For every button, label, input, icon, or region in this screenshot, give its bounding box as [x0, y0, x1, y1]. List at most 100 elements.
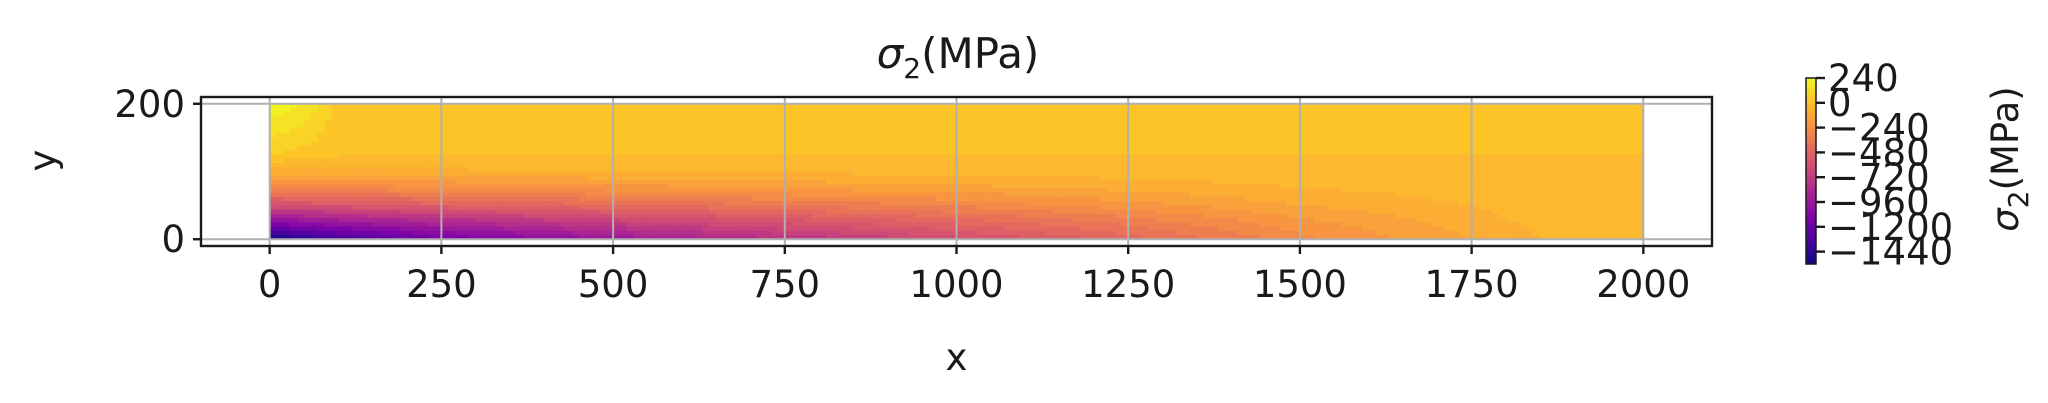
field-cell	[489, 112, 497, 118]
field-cell	[1052, 108, 1061, 113]
field-cell	[1464, 129, 1473, 134]
field-cell	[729, 150, 738, 156]
field-cell	[922, 184, 930, 190]
field-cell	[1409, 120, 1418, 126]
field-cell	[826, 112, 834, 118]
field-cell	[743, 175, 752, 181]
field-cell	[1066, 192, 1074, 198]
field-cell	[1073, 124, 1081, 130]
field-cell	[544, 141, 552, 147]
field-cell	[592, 133, 600, 139]
field-cell	[1038, 154, 1047, 160]
field-cell	[1224, 141, 1232, 147]
field-cell	[674, 120, 683, 126]
field-cell	[1554, 201, 1562, 206]
field-cell	[1451, 196, 1459, 202]
field-cell	[853, 124, 861, 130]
field-cell	[468, 154, 477, 160]
field-cell	[750, 129, 758, 134]
field-cell	[887, 150, 896, 156]
field-cell	[537, 129, 546, 134]
field-cell	[1141, 108, 1150, 113]
field-cell	[420, 141, 429, 147]
field-cell	[599, 167, 607, 173]
field-cell	[1430, 205, 1438, 211]
field-cell	[468, 116, 477, 122]
field-cell	[420, 201, 429, 206]
field-cell	[1588, 179, 1596, 185]
field-cell	[750, 103, 758, 109]
field-cell	[1299, 201, 1308, 206]
field-cell	[592, 116, 600, 122]
field-cell	[874, 196, 882, 202]
field-cell	[956, 205, 964, 211]
field-cell	[929, 141, 937, 147]
field-cell	[1148, 205, 1157, 211]
field-cell	[516, 103, 525, 109]
field-cell	[1087, 116, 1095, 122]
field-cell	[1512, 129, 1521, 134]
field-cell	[1334, 171, 1342, 177]
field-cell	[290, 141, 298, 147]
field-cell	[702, 158, 710, 164]
field-cell	[1162, 192, 1171, 198]
field-cell	[661, 179, 669, 185]
field-cell	[1203, 124, 1212, 130]
field-cell	[983, 171, 992, 177]
field-cell	[1183, 167, 1191, 173]
field-cell	[1272, 108, 1280, 113]
field-cell	[1306, 154, 1315, 160]
field-cell	[1025, 129, 1033, 134]
field-cell	[915, 188, 923, 194]
field-cell	[1155, 141, 1164, 147]
field-cell	[1114, 167, 1122, 173]
field-cell	[805, 124, 813, 130]
field-cell	[1368, 124, 1377, 130]
field-cell	[1299, 188, 1308, 194]
field-cell	[997, 171, 1006, 177]
field-cell	[846, 163, 855, 168]
field-cell	[812, 188, 820, 194]
field-cell	[922, 167, 930, 173]
field-cell	[1547, 192, 1555, 198]
field-cell	[558, 196, 566, 202]
field-cell	[915, 167, 923, 173]
field-cell	[1011, 137, 1019, 143]
field-cell	[812, 129, 820, 134]
field-cell	[1148, 167, 1157, 173]
field-cell	[743, 133, 752, 139]
field-cell	[956, 167, 964, 173]
field-cell	[839, 158, 848, 164]
field-cell	[1073, 163, 1081, 168]
field-cell	[908, 154, 916, 160]
field-cell	[1608, 201, 1617, 206]
field-cell	[1210, 179, 1219, 185]
field-cell	[1547, 184, 1555, 190]
field-cell	[1059, 205, 1067, 211]
field-cell	[688, 141, 697, 147]
field-cell	[551, 141, 559, 147]
field-cell	[496, 188, 504, 194]
field-cell	[352, 175, 360, 181]
field-cell	[455, 201, 463, 206]
field-cell	[1464, 112, 1473, 118]
field-cell	[1444, 163, 1452, 168]
field-cell	[489, 201, 497, 206]
field-cell	[434, 163, 442, 168]
field-cell	[812, 179, 820, 185]
field-cell	[393, 120, 401, 126]
field-cell	[1011, 196, 1019, 202]
field-cell	[269, 179, 278, 185]
field-cell	[956, 154, 964, 160]
field-cell	[1087, 120, 1095, 126]
field-cell	[853, 137, 861, 143]
field-cell	[846, 133, 855, 139]
field-cell	[1286, 120, 1294, 126]
field-cell	[482, 137, 491, 143]
field-cell	[1499, 129, 1507, 134]
field-cell	[1135, 205, 1143, 211]
field-cell	[585, 205, 594, 211]
field-cell	[1251, 103, 1260, 109]
field-cell	[1299, 120, 1308, 126]
field-cell	[1574, 129, 1583, 134]
